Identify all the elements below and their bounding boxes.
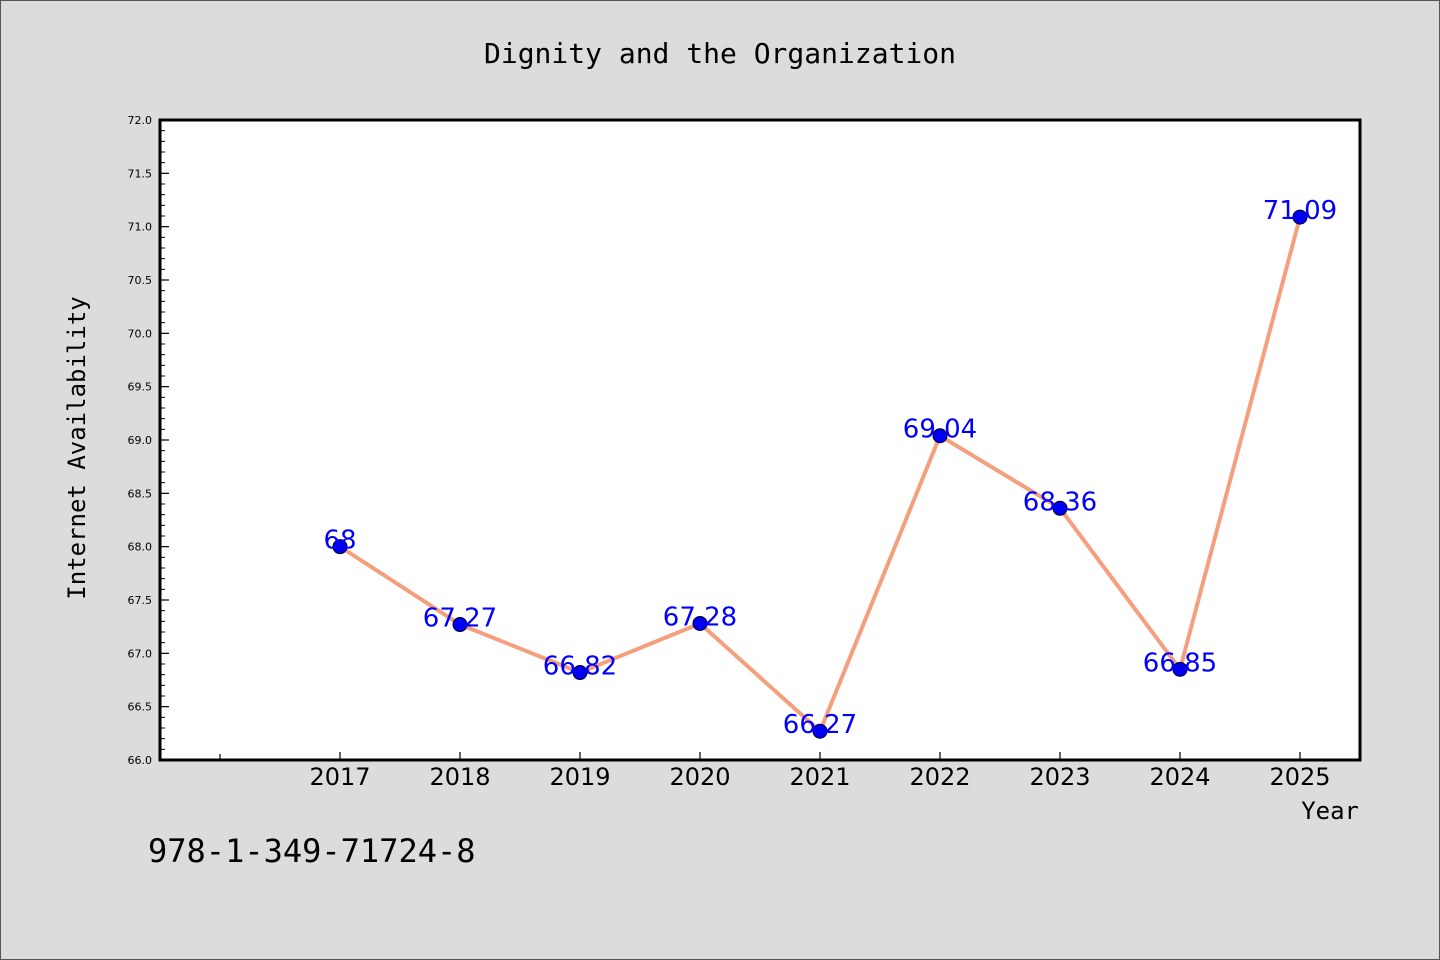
y-tick-label: 70.0 <box>128 327 153 340</box>
y-tick-label: 69.0 <box>128 434 153 447</box>
y-tick-label: 69.5 <box>128 381 153 394</box>
x-tick-label: 2023 <box>1029 763 1090 791</box>
data-point <box>692 615 708 631</box>
data-label: 66.82 <box>543 652 617 682</box>
x-axis: 2017 2018 2019 2020 2021 2022 2023 2024 2025 <box>219 752 1331 791</box>
y-tick-label: 70.5 <box>128 274 153 287</box>
y-tick-label: 67.5 <box>128 594 153 607</box>
data-label: 66.27 <box>783 710 857 740</box>
data-point <box>1292 209 1308 225</box>
y-tick-label: 71.5 <box>128 167 153 180</box>
y-tick-label: 66.0 <box>128 754 153 767</box>
x-tick-label: 2018 <box>429 763 490 791</box>
y-tick-label: 67.0 <box>128 647 153 660</box>
y-axis: 66.0 66.5 67.0 67.5 68.0 68.5 69.0 69.5 70.0 70.5… <box>128 114 169 767</box>
x-tick-label: 2019 <box>549 763 610 791</box>
x-tick-label: 2022 <box>909 763 970 791</box>
data-point <box>812 723 828 739</box>
y-tick-label: 72.0 <box>128 114 153 127</box>
data-point <box>1172 661 1188 677</box>
x-axis-label: Year <box>1301 797 1359 825</box>
data-label: 68 <box>323 526 356 556</box>
data-point <box>932 428 948 444</box>
y-tick-label: 66.5 <box>128 701 153 714</box>
y-tick-label: 68.0 <box>128 541 153 554</box>
data-label: 71.09 <box>1263 196 1337 226</box>
data-label: 67.28 <box>663 602 737 632</box>
data-point <box>452 617 468 633</box>
x-tick-label: 2020 <box>669 763 730 791</box>
series-group: 68 67.27 66.82 67.28 66.27 69.04 68.36 66.85 71.… <box>323 196 1337 740</box>
x-tick-label: 2024 <box>1149 763 1210 791</box>
x-tick-label: 2021 <box>789 763 850 791</box>
data-point <box>1052 500 1068 516</box>
data-label: 69.04 <box>903 415 977 445</box>
x-tick-label: 2017 <box>309 763 370 791</box>
data-label: 67.27 <box>423 604 497 634</box>
isbn-text: 978-1-349-71724-8 <box>148 832 476 870</box>
plot-area <box>158 118 1362 762</box>
y-tick-label: 68.5 <box>128 487 153 500</box>
data-point <box>572 665 588 681</box>
y-axis-label: Internet Availability <box>63 296 91 599</box>
data-label: 66.85 <box>1143 648 1217 678</box>
data-label: 68.36 <box>1023 487 1097 517</box>
data-point <box>332 539 348 555</box>
chart-title: Dignity and the Organization <box>484 37 956 70</box>
x-tick-label: 2025 <box>1269 763 1330 791</box>
y-tick-label: 71.0 <box>128 221 153 234</box>
